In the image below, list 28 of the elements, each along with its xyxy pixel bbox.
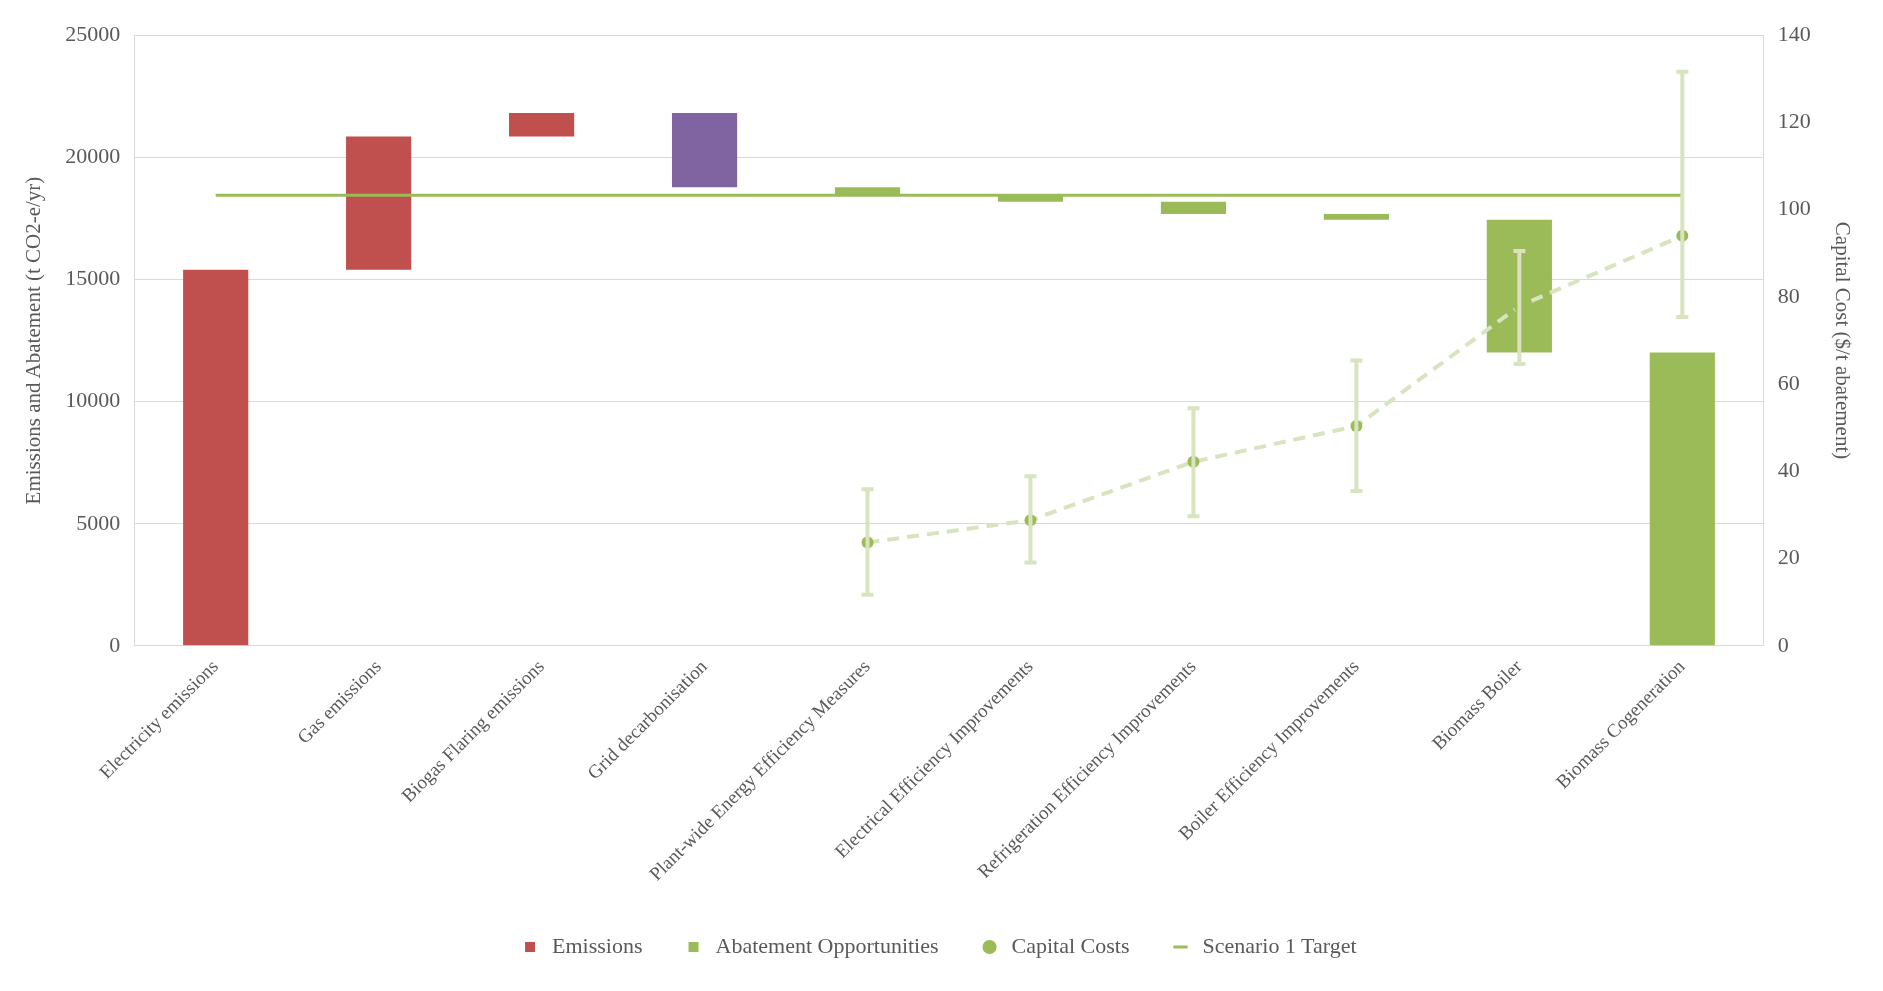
y-tick-label: 5000 [76,509,121,535]
bar [183,269,249,646]
y-tick-label: 10000 [65,387,121,413]
y2-tick-label: 140 [1777,20,1811,46]
bar [1486,219,1552,353]
y2-tick-label: 40 [1777,457,1800,483]
bar [671,113,738,188]
bar [1323,214,1389,220]
legend-label: Scenario 1 Target [1202,932,1357,958]
bar [509,113,575,137]
y-tick-label: 20000 [65,143,121,169]
bar [1160,201,1227,214]
legend-label: Emissions [552,932,643,958]
y2-tick-label: 80 [1777,282,1800,308]
y-tick-label: 15000 [65,265,121,291]
y2-axis-title: Capital Cost ($/t abatement) [1830,221,1855,460]
y-tick-label: 25000 [65,20,121,46]
legend-label: Capital Costs [1011,932,1130,958]
y2-tick-label: 0 [1777,631,1789,657]
y-axis-title: Emissions and Abatement (t CO2-e/yr) [21,176,46,505]
legend-label: Abatement Opportunities [715,932,939,958]
y-tick-label: 0 [109,631,121,657]
y2-tick-label: 100 [1777,195,1811,221]
y2-tick-label: 120 [1777,108,1811,134]
bar [346,136,412,270]
bar [1649,352,1715,646]
y2-tick-label: 60 [1777,369,1800,395]
y2-tick-label: 20 [1777,544,1800,570]
